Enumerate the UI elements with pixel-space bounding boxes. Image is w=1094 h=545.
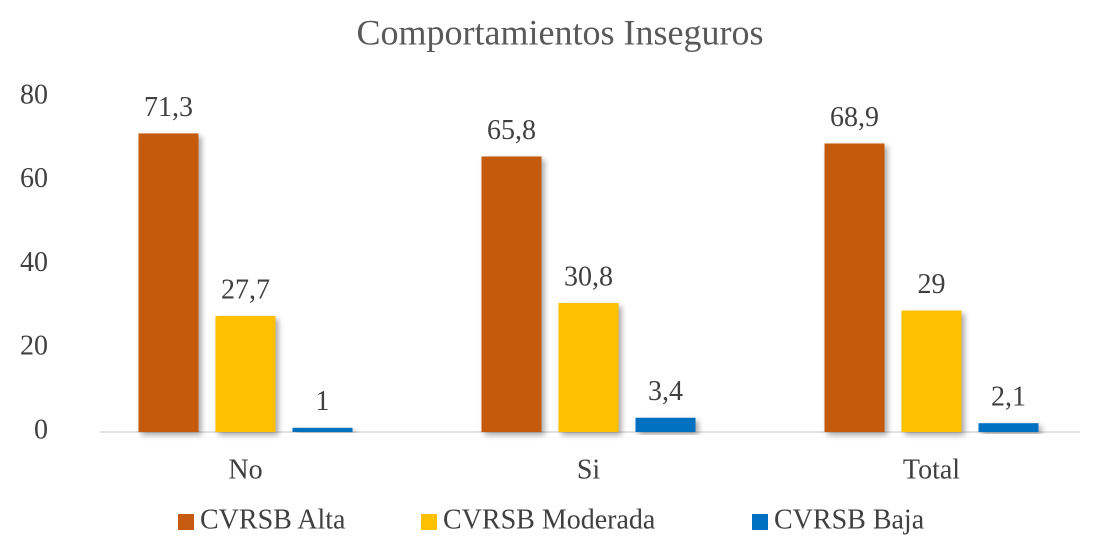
x-tick-label: Total (903, 454, 960, 485)
y-tick-label: 0 (34, 414, 48, 445)
legend-swatch (421, 514, 437, 530)
bar (635, 417, 696, 432)
data-label: 27,7 (221, 274, 270, 305)
chart-title: Comportamientos Inseguros (357, 12, 764, 52)
data-label: 29 (918, 269, 946, 300)
data-label: 68,9 (830, 102, 879, 133)
bar (901, 310, 962, 432)
bar (138, 133, 199, 432)
data-label: 1 (316, 386, 330, 417)
data-label: 3,4 (648, 376, 683, 407)
data-label: 2,1 (991, 382, 1026, 413)
bar (292, 427, 353, 432)
bar (978, 423, 1039, 432)
data-label: 71,3 (144, 92, 193, 123)
x-tick-label: No (228, 454, 262, 485)
data-label: 65,8 (487, 115, 536, 146)
legend-label: CVRSB Alta (200, 504, 346, 535)
legend-swatch (178, 514, 194, 530)
legend-swatch (752, 514, 768, 530)
bar (215, 316, 276, 432)
x-tick-label: Si (577, 454, 601, 485)
bar (824, 143, 885, 432)
y-tick-label: 40 (20, 247, 48, 278)
legend-label: CVRSB Moderada (443, 504, 656, 535)
y-tick-label: 20 (20, 331, 48, 362)
y-tick-label: 80 (20, 79, 48, 110)
bar (558, 303, 619, 432)
data-label: 30,8 (564, 261, 613, 292)
y-tick-label: 60 (20, 163, 48, 194)
bar (481, 156, 542, 432)
legend-label: CVRSB Baja (774, 504, 925, 535)
